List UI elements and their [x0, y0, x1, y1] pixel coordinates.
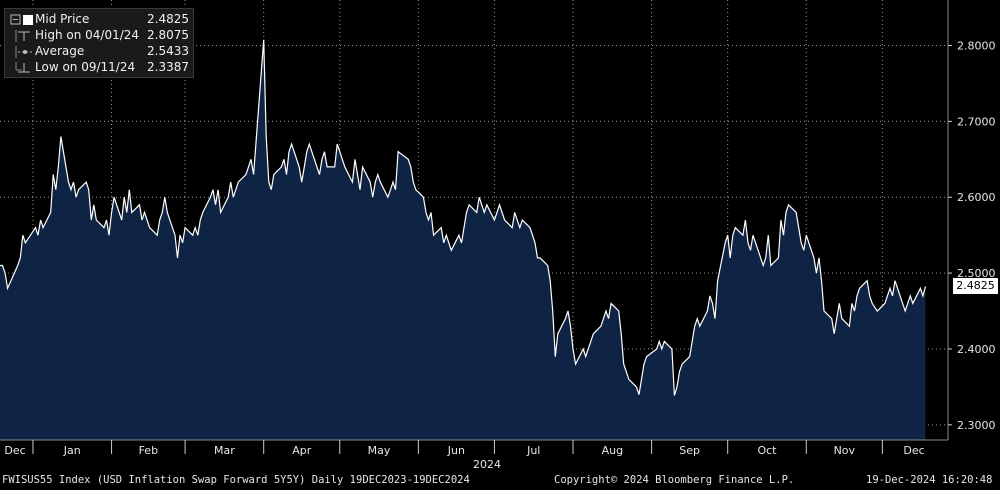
x-tick-label: Mar	[214, 444, 235, 457]
average-marker-icon	[15, 46, 33, 58]
x-tick-label: May	[368, 444, 391, 457]
footer: FWISUS55 Index (USD Inflation Swap Forwa…	[0, 474, 1000, 490]
y-tick-label: 2.4000	[957, 343, 996, 356]
x-tick-label: Aug	[602, 444, 623, 457]
x-axis-ticks: Dec Jan Feb Mar Apr May Jun Jul Aug Sep Oct Nov Dec	[4, 440, 925, 457]
high-marker-icon	[15, 30, 30, 42]
legend-row-low: Low on 09/11/24 2.3387	[5, 60, 193, 76]
x-tick-label: Jan	[63, 444, 81, 457]
footer-copyright: Copyright© 2024 Bloomberg Finance L.P.	[554, 474, 795, 486]
x-tick-label: Apr	[292, 444, 312, 457]
legend-label: Low on 09/11/24	[35, 60, 136, 74]
series-area	[0, 39, 926, 441]
legend-value: 2.4825	[147, 12, 189, 26]
y-tick-label: 2.3000	[957, 419, 996, 432]
low-marker-icon	[15, 62, 30, 73]
legend-value: 2.8075	[147, 28, 189, 42]
x-tick-label: Sep	[679, 444, 700, 457]
legend: Mid Price 2.4825 High on 04/01/24 2.8075…	[4, 8, 194, 78]
y-tick-label: 2.6000	[957, 191, 996, 204]
x-tick-label: Feb	[139, 444, 158, 457]
x-tick-label: Nov	[834, 444, 856, 457]
legend-label: Average	[35, 44, 85, 58]
price-chart: 2.3000 2.4000 2.5000 2.6000 2.7000 2.8000 Dec…	[0, 0, 996, 470]
square-checkbox-icon[interactable]	[10, 14, 34, 26]
footer-timestamp: 19-Dec-2024 16:20:48	[866, 474, 993, 486]
x-tick-label: Dec	[903, 444, 924, 457]
legend-value: 2.3387	[147, 60, 189, 74]
legend-label: Mid Price	[35, 12, 90, 26]
legend-row-average: Average 2.5433	[5, 44, 193, 60]
x-tick-label: Jun	[447, 444, 465, 457]
footer-index-description: FWISUS55 Index (USD Inflation Swap Forwa…	[2, 474, 470, 486]
legend-value: 2.5433	[147, 44, 189, 58]
legend-row-mid-price[interactable]: Mid Price 2.4825	[5, 12, 193, 28]
legend-row-high: High on 04/01/24 2.8075	[5, 28, 193, 44]
y-tick-label: 2.7000	[957, 115, 996, 128]
last-value-tag: 2.4825	[953, 278, 998, 294]
x-tick-label: Oct	[757, 444, 777, 457]
series-line	[0, 39, 927, 396]
y-tick-label: 2.5000	[957, 267, 996, 280]
legend-label: High on 04/01/24	[35, 28, 140, 42]
x-tick-label: Jul	[526, 444, 540, 457]
y-axis-ticks: 2.3000 2.4000 2.5000 2.6000 2.7000 2.8000	[948, 40, 996, 432]
x-axis-year-label: 2024	[473, 458, 501, 470]
y-tick-label: 2.8000	[957, 40, 996, 53]
x-tick-label: Dec	[4, 444, 25, 457]
